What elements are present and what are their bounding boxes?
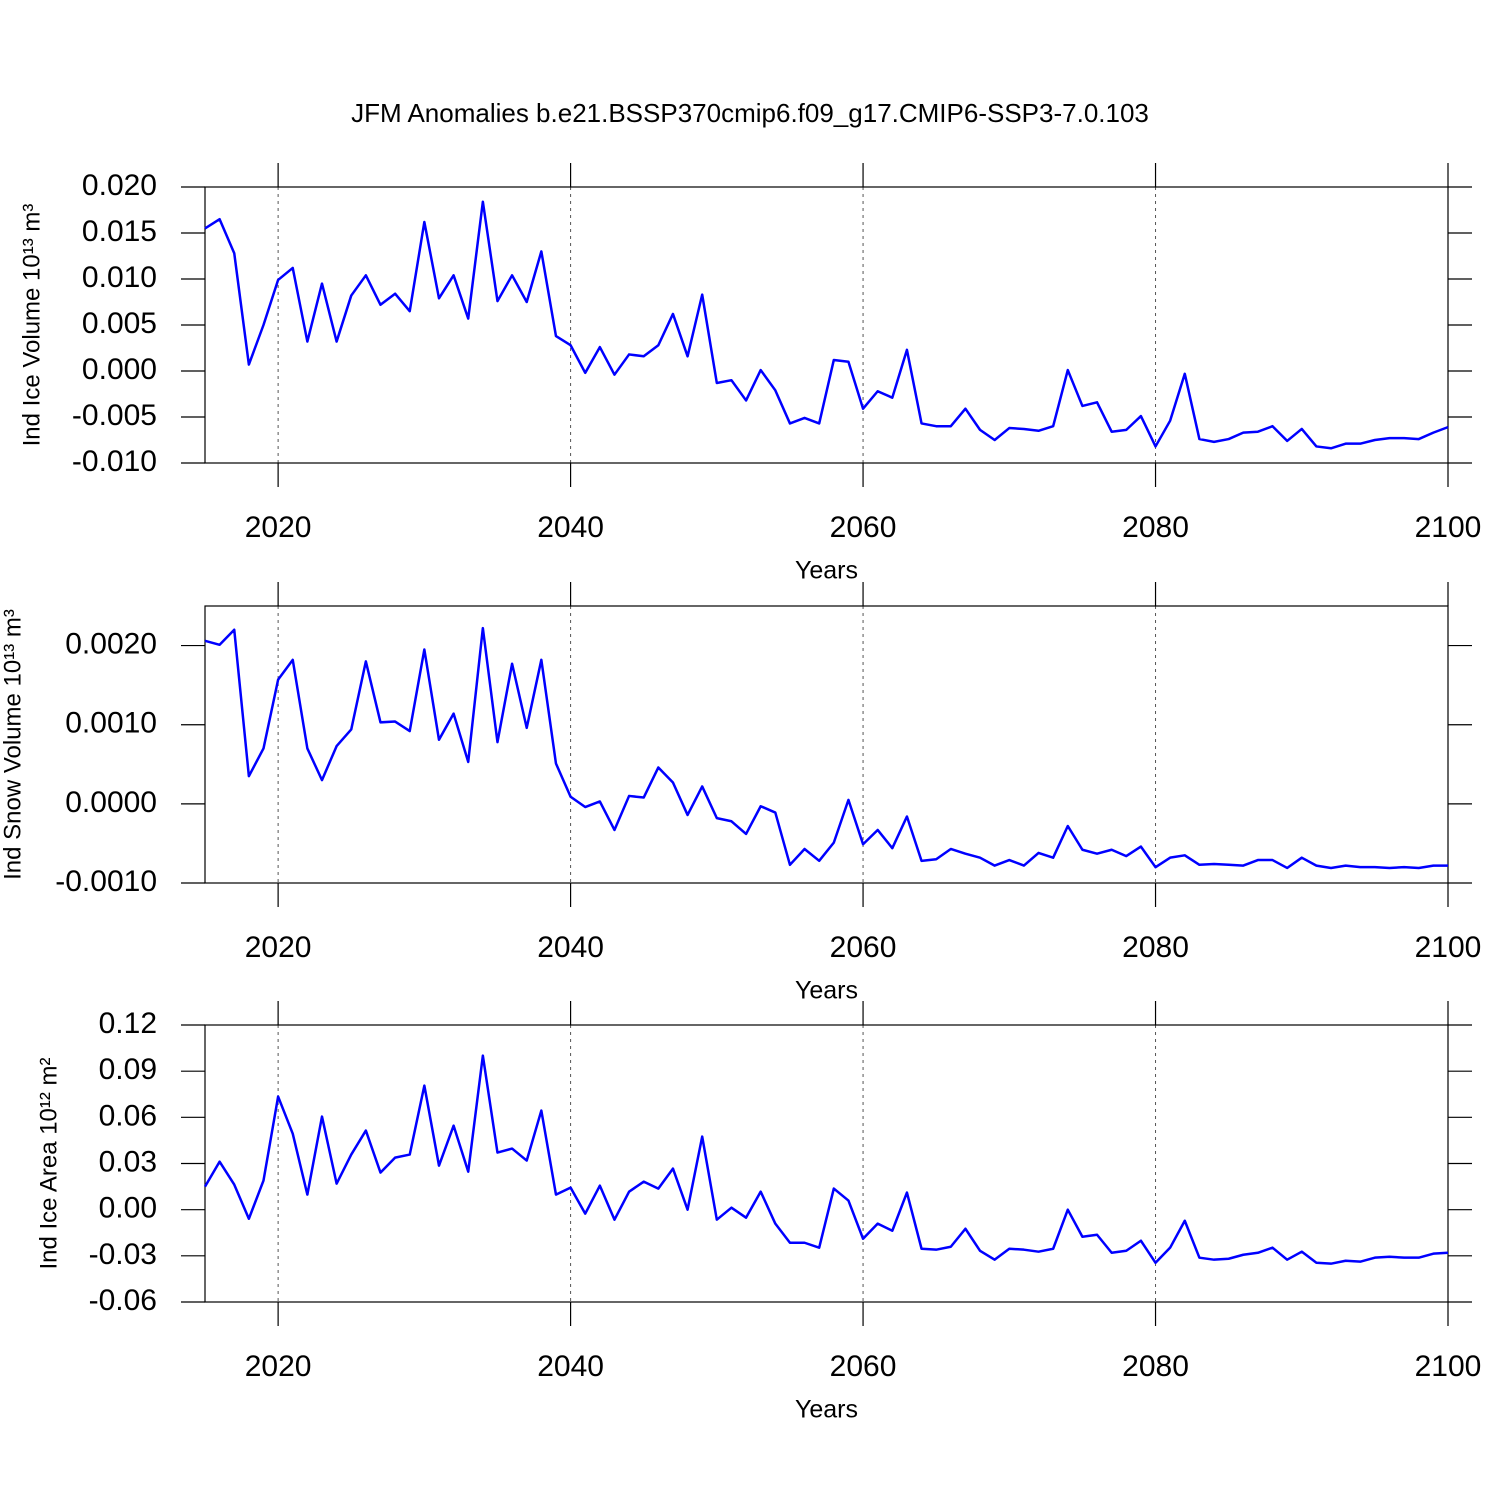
x-tick-label: 2080 (1122, 1350, 1189, 1383)
x-tick-label: 2020 (245, 1350, 312, 1383)
x-tick-label: 2040 (537, 511, 604, 544)
data-line (203, 1054, 1449, 1265)
y-tick-label: -0.03 (89, 1238, 157, 1271)
plot-frame (204, 605, 1449, 884)
y-tick-label: -0.005 (72, 399, 157, 432)
x-tick-label: 2100 (1415, 931, 1482, 964)
y-tick-label: 0.005 (82, 307, 157, 340)
y-axis-label: Ind Ice Volume 10¹³ m³ (18, 204, 45, 447)
x-tick-label: 2100 (1415, 511, 1482, 544)
y-tick-label: 0.06 (99, 1099, 157, 1132)
y-tick-label: 0.020 (82, 169, 157, 202)
y-tick-label: 0.12 (99, 1007, 157, 1040)
x-tick-label: 2020 (245, 931, 312, 964)
y-tick-label: 0.09 (99, 1053, 157, 1086)
y-tick-label: 0.0020 (65, 627, 157, 660)
y-tick-label: 0.0000 (65, 786, 157, 819)
y-tick-label: -0.010 (72, 445, 157, 478)
x-tick-label: 2020 (245, 511, 312, 544)
x-tick-label: 2040 (537, 1350, 604, 1383)
y-tick-label: -0.06 (89, 1284, 157, 1317)
data-line (204, 626, 1448, 870)
plot-frame (204, 1024, 1449, 1303)
x-tick-label: 2040 (537, 931, 604, 964)
y-axis-label: Ind Ice Area 10¹² m² (35, 1057, 62, 1269)
x-tick-label: 2060 (830, 931, 897, 964)
y-tick-label: 0.03 (99, 1145, 157, 1178)
y-axis-label: Ind Snow Volume 10¹³ m³ (0, 609, 26, 880)
x-tick-label: 2060 (830, 511, 897, 544)
y-tick-label: 0.0010 (65, 707, 157, 740)
x-tick-label: 2060 (830, 1350, 897, 1383)
y-tick-label: 0.015 (82, 215, 157, 248)
y-tick-label: 0.000 (82, 353, 157, 386)
x-tick-label: 2080 (1122, 931, 1189, 964)
x-axis-label: Years (795, 1396, 858, 1424)
x-tick-label: 2100 (1415, 1350, 1482, 1383)
x-axis-label: Years (795, 557, 858, 585)
chart-title: JFM Anomalies b.e21.BSSP370cmip6.f09_g17… (351, 98, 1149, 128)
x-axis-label: Years (795, 977, 858, 1005)
plot-frame (204, 186, 1449, 464)
data-line (204, 200, 1449, 450)
y-tick-label: -0.0010 (55, 865, 157, 898)
y-tick-label: 0.010 (82, 261, 157, 294)
x-tick-label: 2080 (1122, 511, 1189, 544)
y-tick-label: 0.00 (99, 1192, 157, 1225)
